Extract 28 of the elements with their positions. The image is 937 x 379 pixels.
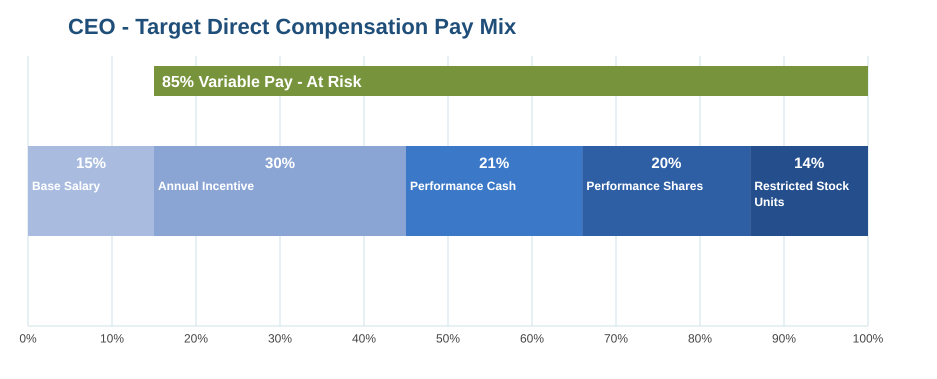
x-tick-label: 80% — [688, 332, 712, 346]
bar — [582, 146, 750, 236]
x-tick-label: 30% — [268, 332, 292, 346]
data-label: 14% — [794, 155, 824, 172]
data-label: 15% — [76, 155, 106, 172]
x-tick-label: 40% — [352, 332, 376, 346]
bar — [750, 146, 868, 236]
x-tick-label: 10% — [100, 332, 124, 346]
x-tick-label: 50% — [436, 332, 460, 346]
x-tick-label: 0% — [19, 332, 37, 346]
bar — [28, 146, 154, 236]
x-tick-label: 90% — [772, 332, 796, 346]
series-label: Performance Cash — [410, 178, 518, 194]
data-label: 20% — [651, 155, 682, 172]
x-tick-label: 100% — [852, 332, 884, 346]
series-label: Base Salary — [32, 178, 102, 194]
band-label: 85% Variable Pay - At Risk — [162, 74, 362, 91]
data-label: 30% — [264, 155, 296, 172]
x-tick-label: 20% — [184, 332, 208, 346]
series-label: Annual Incentive — [158, 178, 256, 194]
x-tick-label: 60% — [520, 332, 544, 346]
x-tick-label: 70% — [604, 332, 628, 346]
chart-title: CEO - Target Direct Compensation Pay Mix — [67, 13, 518, 41]
series-label: Performance Shares — [586, 178, 704, 194]
data-label: 21% — [479, 155, 510, 172]
bar — [406, 146, 582, 236]
series-label: Restricted Stock Units — [754, 178, 850, 210]
bar — [154, 146, 406, 236]
